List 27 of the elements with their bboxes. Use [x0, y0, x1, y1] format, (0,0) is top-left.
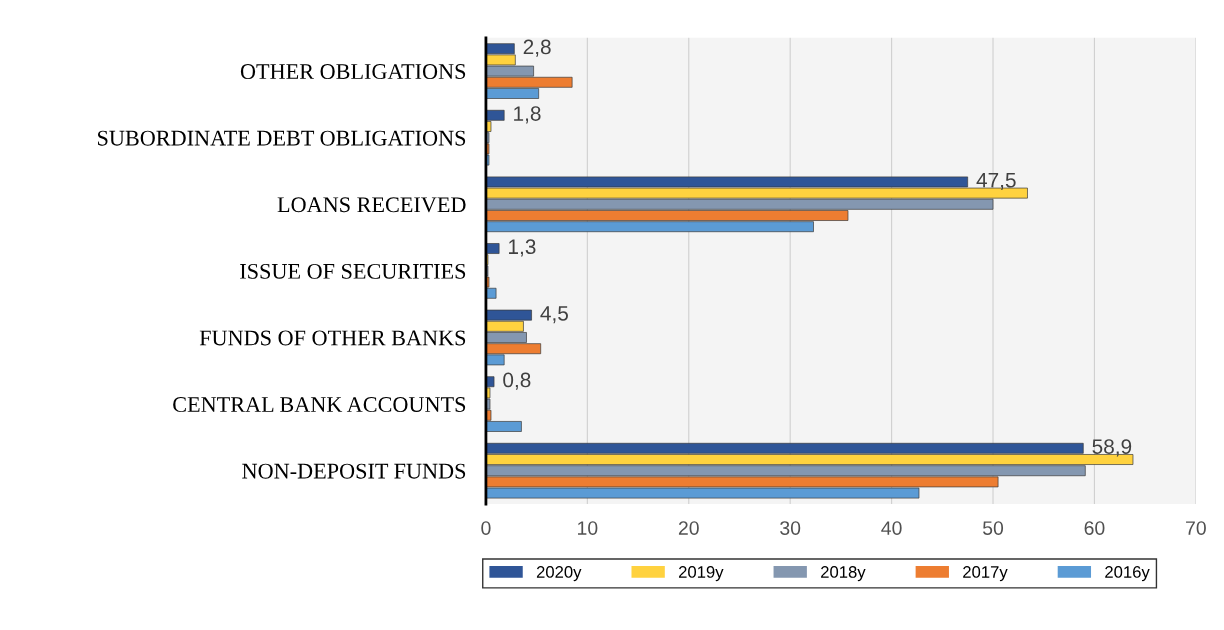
x-tick-label: 0: [481, 521, 491, 535]
x-tick-label: 60: [1084, 521, 1105, 535]
x-tick-label: 70: [1186, 521, 1206, 535]
data-label: 1,8: [514, 106, 541, 124]
legend-label: 2017y: [963, 566, 1008, 582]
legend-label: 2018y: [821, 566, 866, 582]
data-label: 4,5: [540, 306, 568, 324]
x-tick-label: 10: [578, 521, 598, 535]
x-tick-label: 50: [982, 521, 1004, 535]
legend-label: 2020y: [536, 566, 582, 582]
data-label: 58,9: [1092, 439, 1132, 457]
y-tick-label: CENTRAL BANK ACCOUNTS: [173, 397, 466, 413]
x-tick-label: 30: [780, 521, 801, 535]
y-tick-label: LOANS RECEIVED: [277, 197, 466, 213]
legend-label: 2016y: [1105, 566, 1150, 582]
legend-label: 2019y: [678, 566, 724, 582]
y-tick-label: NON-DEPOSIT FUNDS: [242, 463, 466, 479]
y-tick-label: ISSUE OF SECURITIES: [240, 263, 466, 279]
y-tick-label: FUNDS OF OTHER BANKS: [199, 330, 466, 346]
y-tick-label: SUBORDINATE DEBT OBLIGATIONS: [98, 130, 466, 146]
data-label: 1,3: [509, 239, 536, 257]
data-label: 2,8: [523, 39, 551, 57]
data-label: 0,8: [503, 372, 531, 390]
x-tick-label: 40: [881, 521, 902, 535]
x-tick-label: 20: [678, 521, 699, 535]
y-tick-label: OTHER OBLIGATIONS: [240, 64, 466, 80]
data-label: 47,5: [976, 172, 1016, 190]
